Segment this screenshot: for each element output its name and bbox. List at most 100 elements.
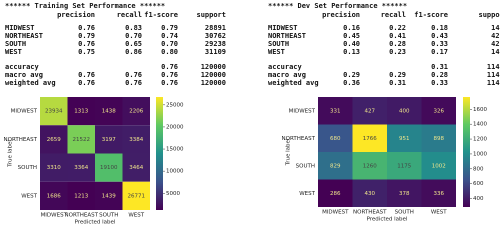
column-header: precision bbox=[57, 11, 95, 19]
heatmap-cell bbox=[67, 97, 95, 126]
y-tick-label: WEST bbox=[299, 191, 315, 197]
heatmap-cell bbox=[421, 97, 456, 125]
cell: 0.40 bbox=[343, 40, 360, 48]
cell: 1430 bbox=[491, 48, 500, 56]
cell: 11475 bbox=[486, 71, 500, 79]
row-label: SOUTH bbox=[5, 40, 27, 48]
y-tick-label: NORTHEAST bbox=[4, 137, 38, 143]
cell-label: 2659 bbox=[47, 137, 61, 143]
x-tick-label: MIDWEST bbox=[41, 213, 68, 219]
cell: 0.76 bbox=[161, 63, 178, 71]
cell: 0.41 bbox=[389, 32, 406, 40]
cell: 0.13 bbox=[343, 48, 360, 56]
heatmap-cell bbox=[318, 152, 353, 180]
colorbar-tick-label: 5000 bbox=[166, 191, 180, 197]
heatmap-cell bbox=[387, 124, 422, 152]
cell-label: 21522 bbox=[73, 137, 91, 143]
x-axis-label: Predicted label bbox=[75, 220, 116, 226]
cell: 0.43 bbox=[431, 32, 448, 40]
row-label: MIDWEST bbox=[5, 24, 35, 32]
y-axis-label: True label bbox=[286, 138, 292, 166]
cell: 120000 bbox=[200, 63, 226, 71]
heatmap-cell bbox=[122, 97, 150, 126]
cell-label: 336 bbox=[434, 191, 445, 197]
heatmap-cell bbox=[318, 179, 353, 207]
cell: 0.29 bbox=[343, 71, 360, 79]
cell-label: 286 bbox=[330, 191, 341, 197]
colorbar-tick-label: 10000 bbox=[166, 169, 184, 175]
cell: 0.70 bbox=[125, 32, 142, 40]
heatmap-cell bbox=[421, 124, 456, 152]
heatmap-cell bbox=[40, 153, 68, 182]
y-tick-label: SOUTH bbox=[296, 163, 315, 169]
heatmap-cell bbox=[67, 181, 95, 210]
x-tick-label: WEST bbox=[431, 210, 447, 216]
cell: 0.75 bbox=[78, 48, 95, 56]
cell: 31109 bbox=[204, 48, 226, 56]
heatmap-cell bbox=[318, 124, 353, 152]
heatmap-cell bbox=[387, 152, 422, 180]
heatmap-cell bbox=[122, 125, 150, 154]
row-label: NORTHEAST bbox=[268, 32, 306, 40]
cell-label: 1438 bbox=[102, 109, 116, 115]
report-title: ****** Training Set Performance ****** bbox=[5, 2, 166, 10]
cell: 0.28 bbox=[431, 71, 448, 79]
cell-label: 430 bbox=[365, 191, 376, 197]
x-tick-label: SOUTH bbox=[99, 213, 118, 219]
x-tick-label: SOUTH bbox=[395, 210, 414, 216]
cell: 0.79 bbox=[161, 24, 178, 32]
heatmap-cell bbox=[95, 97, 123, 126]
heatmap-cell bbox=[352, 97, 387, 125]
column-header: support bbox=[196, 11, 226, 19]
colorbar-tick-label: 1400 bbox=[473, 122, 487, 128]
heatmap-cell bbox=[421, 152, 456, 180]
column-header: recall bbox=[380, 11, 406, 19]
cell: 28891 bbox=[204, 24, 226, 32]
row-label: weighted avg bbox=[268, 79, 319, 87]
cell: 0.23 bbox=[389, 48, 406, 56]
heatmap-cell bbox=[352, 124, 387, 152]
cell-label: 1313 bbox=[74, 109, 88, 115]
column-header: f1-score bbox=[144, 11, 178, 19]
colorbar-tick-label: 400 bbox=[473, 196, 484, 202]
colorbar bbox=[463, 97, 470, 207]
cell: 0.76 bbox=[161, 71, 178, 79]
cell-label: 427 bbox=[365, 108, 376, 114]
heatmap-cell bbox=[40, 97, 68, 126]
screenshot: 23934 1313 1438 2206 2659 21522 3197 3384 3310 33… bbox=[4, 2, 500, 226]
heatmap-cell bbox=[352, 152, 387, 180]
cell: 0.65 bbox=[125, 40, 142, 48]
cell-label: 1002 bbox=[432, 163, 446, 169]
cell-label: 378 bbox=[399, 191, 410, 197]
cell-label: 3364 bbox=[74, 165, 88, 171]
heatmap-cell bbox=[387, 97, 422, 125]
cell-label: 2206 bbox=[129, 109, 143, 115]
x-tick-label: MIDWEST bbox=[322, 210, 349, 216]
heatmap-cell bbox=[95, 181, 123, 210]
cell: 0.31 bbox=[389, 79, 406, 87]
cell: 4295 bbox=[491, 32, 500, 40]
row-label: MIDWEST bbox=[268, 24, 298, 32]
x-tick-label: NORTHEAST bbox=[65, 213, 99, 219]
y-axis-label: True label bbox=[8, 140, 14, 168]
heatmap-cell bbox=[95, 153, 123, 182]
cell: 0.33 bbox=[431, 79, 448, 87]
cell: 0.16 bbox=[343, 24, 360, 32]
row-label: accuracy bbox=[268, 63, 302, 71]
cell-label: 829 bbox=[330, 163, 341, 169]
cell-label: 331 bbox=[330, 108, 341, 114]
cell: 0.28 bbox=[389, 40, 406, 48]
cell: 0.76 bbox=[78, 24, 95, 32]
cell: 30762 bbox=[204, 32, 226, 40]
cell: 0.76 bbox=[125, 71, 142, 79]
cell-label: 1766 bbox=[363, 136, 377, 142]
cell: 0.31 bbox=[431, 63, 448, 71]
row-label: SOUTH bbox=[268, 40, 290, 48]
cell-label: 23934 bbox=[45, 109, 63, 115]
cell: 11475 bbox=[486, 63, 500, 71]
cell: 11475 bbox=[486, 79, 500, 87]
y-tick-label: MIDWEST bbox=[11, 109, 38, 115]
cell: 0.17 bbox=[431, 48, 448, 56]
cell-label: 1686 bbox=[47, 193, 61, 199]
cell: 0.80 bbox=[161, 48, 178, 56]
